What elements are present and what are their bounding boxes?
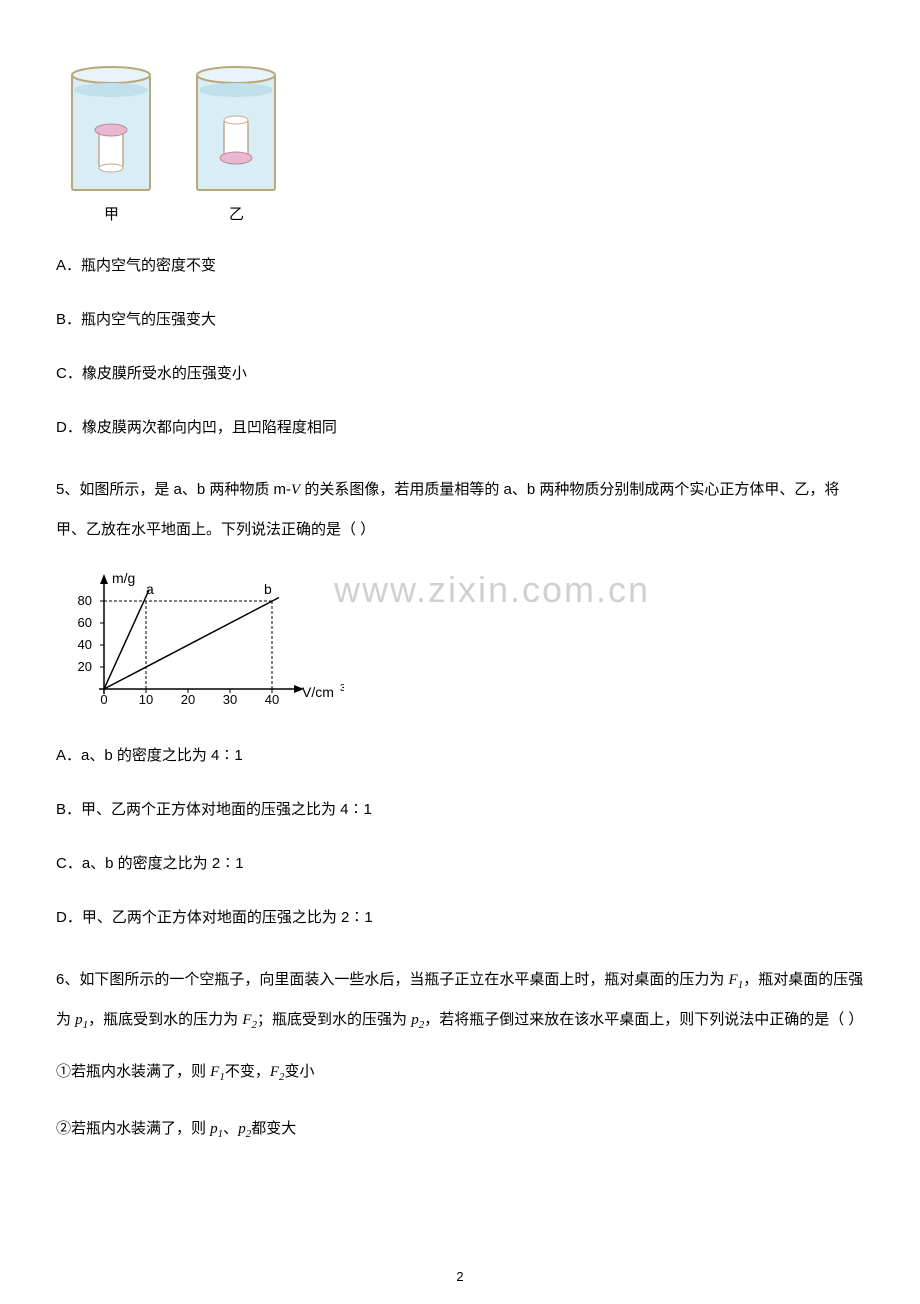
diagram-jia: 甲 [64,60,159,224]
q5-chart-container: www.zixin.com.cn 20 40 60 80 0 10 20 30 … [64,569,864,724]
q6-item-1: ①若瓶内水装满了，则 F1不变，F2变小 [56,1060,864,1087]
q4-diagrams: 甲 乙 [64,60,864,224]
q4-option-d: D．橡皮膜两次都向内凹，且凹陷程度相同 [56,416,864,440]
svg-text:40: 40 [78,637,92,652]
svg-text:20: 20 [181,692,195,707]
diagram-label-jia: 甲 [104,203,119,224]
q4-option-a: A．瓶内空气的密度不变 [56,254,864,278]
q6-text-main: 6、如下图所示的一个空瓶子，向里面装入一些水后，当瓶子正立在水平桌面上时，瓶对桌… [56,971,863,1028]
q4-option-b: B．瓶内空气的压强变大 [56,308,864,332]
q5-option-b: B．甲、乙两个正方体对地面的压强之比为 4∶1 [56,798,864,822]
svg-text:20: 20 [78,659,92,674]
svg-text:40: 40 [265,692,279,707]
diagram-yi: 乙 [189,60,284,224]
svg-text:30: 30 [223,692,237,707]
svg-text:b: b [264,581,272,597]
q5-chart-svg: 20 40 60 80 0 10 20 30 40 a b m/g V/cm 3 [64,569,344,719]
q6-text: 6、如下图所示的一个空瓶子，向里面装入一些水后，当瓶子正立在水平桌面上时，瓶对桌… [56,960,864,1040]
q5-option-c: C．a、b 的密度之比为 2∶1 [56,852,864,876]
svg-text:3: 3 [340,683,344,694]
beaker-jia-svg [64,60,159,195]
svg-text:10: 10 [139,692,153,707]
q5-text-p1: 5、如图所示，是 a、b 两种物质 m- [56,481,291,498]
q5-text: 5、如图所示，是 a、b 两种物质 m-V 的关系图像，若用质量相等的 a、b … [56,470,864,549]
svg-text:0: 0 [100,692,107,707]
svg-text:m/g: m/g [112,570,135,586]
svg-text:80: 80 [78,593,92,608]
q4-option-c: C．橡皮膜所受水的压强变小 [56,362,864,386]
page-number: 2 [456,1269,463,1284]
q5-text-V: V [291,482,300,498]
q5-options: A．a、b 的密度之比为 4∶1 B．甲、乙两个正方体对地面的压强之比为 4∶1… [56,744,864,930]
q5-option-a: A．a、b 的密度之比为 4∶1 [56,744,864,768]
beaker-yi-svg [189,60,284,195]
diagram-label-yi: 乙 [229,203,244,224]
watermark: www.zixin.com.cn [334,569,650,611]
svg-text:60: 60 [78,615,92,630]
q5-option-d: D．甲、乙两个正方体对地面的压强之比为 2∶1 [56,906,864,930]
q6-item-2: ②若瓶内水装满了，则 p1、p2都变大 [56,1117,864,1144]
svg-text:V/cm: V/cm [302,684,334,700]
svg-text:a: a [146,581,154,597]
q4-options: A．瓶内空气的密度不变 B．瓶内空气的压强变大 C．橡皮膜所受水的压强变小 D．… [56,254,864,440]
